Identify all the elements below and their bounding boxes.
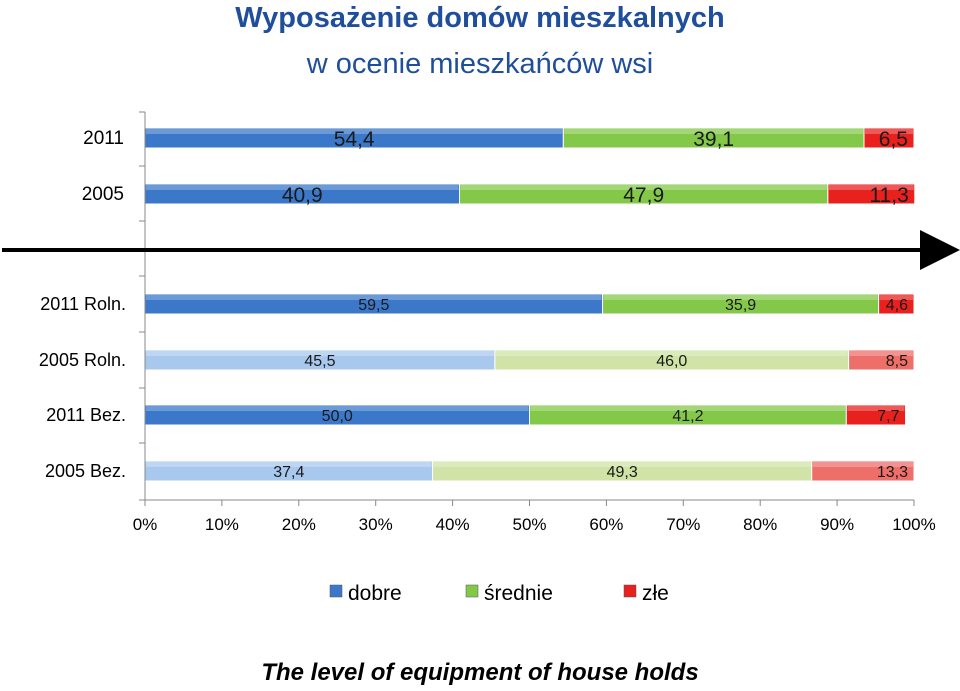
bar-highlight (146, 295, 602, 300)
x-tick-label: 90% (820, 515, 854, 534)
data-label-dobre: 54,4 (334, 128, 375, 151)
x-tick-label: 0% (133, 515, 158, 534)
data-label-dobre: 37,4 (273, 464, 304, 481)
category-label: 2011 Roln. (40, 294, 126, 314)
legend-swatch-2 (623, 584, 637, 598)
bar-highlight (433, 462, 811, 467)
data-label-złe: 8,5 (886, 353, 908, 370)
data-label-dobre: 59,5 (358, 297, 389, 314)
bar-highlight (865, 129, 913, 134)
data-label-dobre: 40,9 (282, 184, 323, 207)
data-label-średnie: 49,3 (607, 464, 638, 481)
data-label-średnie: 47,9 (623, 184, 664, 207)
caption: The level of equipment of house holds (261, 659, 699, 686)
bar-highlight (564, 129, 864, 134)
bar-highlight (146, 185, 459, 190)
bar-złe (863, 127, 915, 149)
category-label: 2005 Bez. (45, 461, 126, 481)
bar-highlight (849, 351, 913, 356)
category-label: 2011 Bez. (46, 405, 126, 425)
x-tick-label: 60% (589, 515, 623, 534)
data-label-złe: 11,3 (869, 184, 908, 207)
legend-swatch-1 (465, 584, 479, 598)
data-label-średnie: 46,0 (656, 353, 687, 370)
data-label-średnie: 41,2 (672, 408, 703, 425)
x-tick-label: 100% (892, 515, 935, 534)
data-label-złe: 7,7 (877, 408, 899, 425)
bar-highlight (847, 406, 905, 411)
legend-label-1: średnie (484, 582, 553, 605)
legend-label-2: złe (642, 582, 669, 605)
x-tick-label: 80% (743, 515, 777, 534)
bar-highlight (146, 129, 563, 134)
bar-złe (848, 349, 915, 371)
bar-highlight (146, 462, 432, 467)
category-label: 2011 (83, 128, 124, 149)
bar-złe (827, 183, 916, 205)
data-label-średnie: 35,9 (725, 297, 756, 314)
bar-highlight (603, 295, 878, 300)
x-tick-label: 20% (282, 515, 316, 534)
bar-złe (811, 460, 915, 482)
x-tick-label: 30% (359, 515, 393, 534)
stacked-bar-chart: 2011 54,4 39,1 6,5 2005 40,9 47,9 11,3 2011 Roln… (2, 111, 960, 605)
bar-złe (845, 404, 907, 426)
bar-highlight (146, 351, 494, 356)
bar-highlight (495, 351, 848, 356)
data-label-dobre: 50,0 (322, 408, 353, 425)
x-tick-label: 40% (436, 515, 470, 534)
data-label-złe: 13,3 (877, 464, 908, 481)
bar-highlight (812, 462, 913, 467)
bar-highlight (460, 185, 827, 190)
legend-label-0: dobre (348, 582, 402, 605)
x-tick-label: 70% (666, 515, 700, 534)
bar-highlight (828, 185, 914, 190)
x-tick-label: 10% (205, 515, 239, 534)
category-label: 2005 (82, 184, 124, 205)
bar-highlight (879, 295, 913, 300)
data-label-średnie: 39,1 (693, 128, 734, 151)
data-label-dobre: 45,5 (304, 353, 335, 370)
bar-highlight (530, 406, 846, 411)
bar-highlight (146, 406, 529, 411)
category-label: 2005 Roln. (39, 350, 126, 370)
chart-title: Wyposażenie domów mieszkalnych (235, 2, 725, 34)
bar-złe (878, 293, 915, 315)
chart-subtitle: w ocenie mieszkańców wsi (306, 48, 654, 80)
x-tick-label: 50% (512, 515, 546, 534)
data-label-złe: 4,6 (886, 297, 908, 314)
legend-swatch-0 (329, 584, 343, 598)
data-label-złe: 6,5 (879, 128, 908, 151)
